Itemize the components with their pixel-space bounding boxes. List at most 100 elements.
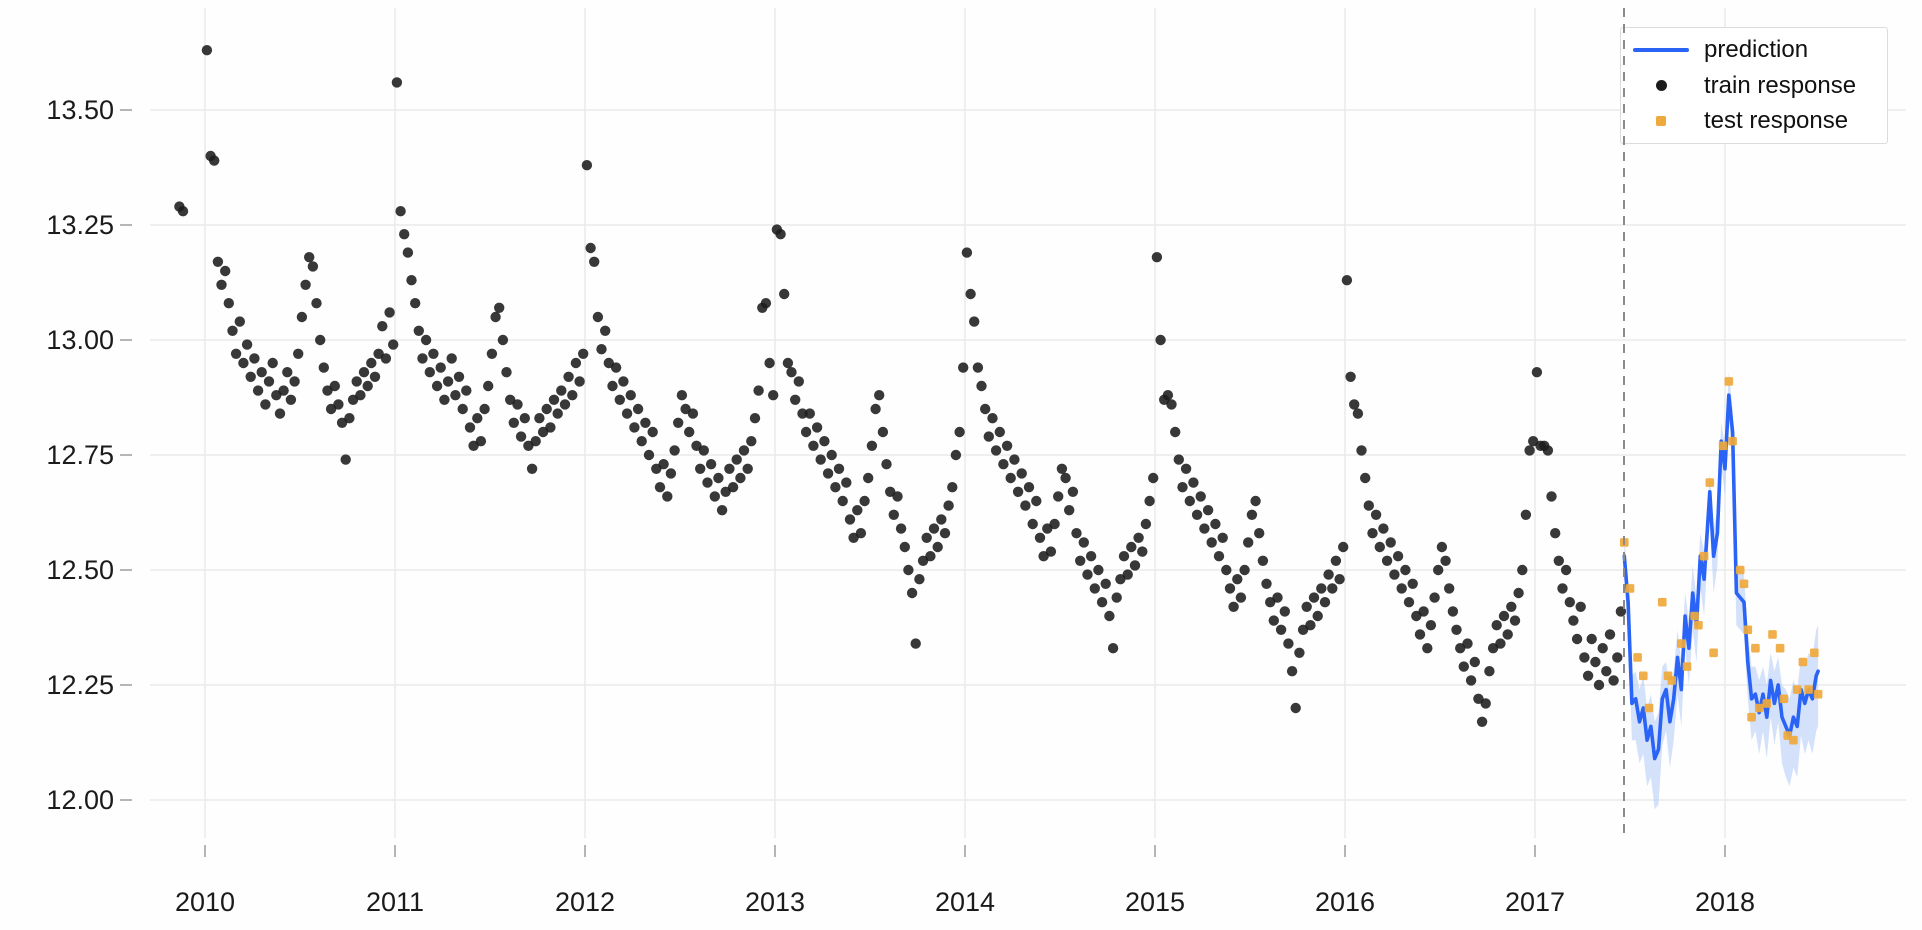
grid-layer [150, 8, 1906, 838]
train-point [384, 307, 395, 318]
train-point [892, 491, 903, 502]
train-point [570, 357, 582, 369]
legend-item-train-response: train response [1621, 68, 1887, 104]
train-point [1261, 578, 1272, 589]
train-point [1023, 482, 1035, 493]
train-point [1188, 477, 1199, 488]
train-point [629, 422, 640, 433]
test-point [1768, 630, 1777, 639]
train-point [1067, 486, 1079, 497]
train-point [304, 252, 315, 263]
train-point [424, 367, 435, 378]
test-point [1677, 639, 1686, 648]
train-point [921, 532, 932, 543]
test-point [1667, 676, 1677, 685]
train-point [1400, 564, 1411, 576]
train-point [497, 334, 509, 346]
train-point [808, 440, 819, 451]
train-point [1557, 583, 1568, 594]
train-point [461, 385, 472, 396]
train-point [545, 422, 556, 433]
train-point [1257, 555, 1269, 566]
train-points-layer [174, 45, 1627, 727]
train-point [727, 482, 739, 493]
train-point [618, 376, 629, 387]
train-point [1392, 551, 1404, 562]
train-point [515, 431, 527, 442]
x-tick-label: 2014 [935, 887, 995, 917]
test-point [1798, 657, 1808, 667]
train-point [793, 376, 804, 387]
train-point [406, 275, 417, 286]
train-point [636, 436, 647, 447]
train-point [870, 403, 881, 415]
train-point [541, 403, 552, 415]
test-point [1639, 671, 1648, 681]
train-point [658, 459, 669, 470]
train-point [1170, 426, 1181, 438]
train-point [600, 325, 611, 336]
train-point [662, 491, 673, 502]
train-point [797, 408, 808, 419]
train-point [552, 408, 563, 419]
train-point [716, 505, 728, 516]
train-point [1005, 472, 1016, 484]
train-point [556, 385, 567, 396]
train-point [1250, 495, 1261, 507]
train-point [1085, 551, 1097, 562]
train-point [837, 495, 848, 507]
x-tick-label: 2013 [745, 887, 805, 917]
train-point [1484, 666, 1495, 677]
train-point [1016, 468, 1027, 479]
train-point [355, 390, 366, 401]
train-point [1232, 574, 1243, 585]
train-point [1451, 624, 1462, 635]
train-point [632, 403, 644, 415]
train-point [1283, 638, 1294, 649]
train-point [464, 422, 476, 433]
train-point [1173, 454, 1185, 465]
test-point [1754, 703, 1764, 713]
train-point [1360, 472, 1371, 484]
x-tick-label: 2012 [555, 887, 615, 917]
train-point [1089, 583, 1101, 594]
train-point [340, 454, 351, 465]
train-point [614, 394, 625, 405]
train-point [238, 357, 249, 369]
train-point [519, 413, 530, 424]
train-point [735, 472, 746, 484]
train-point [731, 454, 742, 465]
train-point [1221, 564, 1232, 576]
test-point [1789, 735, 1798, 745]
train-point [1381, 555, 1393, 566]
train-point [578, 348, 589, 359]
train-point [420, 334, 432, 346]
train-point [705, 459, 717, 470]
x-tick-label: 2010 [175, 887, 235, 917]
legend-label-test-response: test response [1704, 107, 1849, 135]
train-point [1506, 601, 1517, 612]
train-point [866, 440, 878, 451]
train-point [1104, 610, 1115, 622]
train-point [800, 426, 812, 438]
legend-item-prediction: prediction [1621, 32, 1887, 68]
train-point [344, 413, 355, 424]
train-point [1571, 633, 1583, 645]
train-point [1111, 592, 1122, 603]
train-point [647, 426, 658, 438]
train-point [980, 403, 991, 415]
train-point [1012, 486, 1024, 497]
train-point [819, 436, 830, 447]
train-point [1560, 564, 1572, 576]
train-point [1305, 620, 1316, 631]
train-point [852, 505, 863, 516]
train-point [987, 413, 998, 424]
train-point [1100, 578, 1111, 589]
train-point [925, 551, 936, 562]
train-point [640, 417, 651, 428]
train-point [881, 459, 892, 470]
train-point [410, 298, 421, 309]
legend-item-test-response: test response [1621, 103, 1887, 139]
train-point [665, 468, 677, 479]
